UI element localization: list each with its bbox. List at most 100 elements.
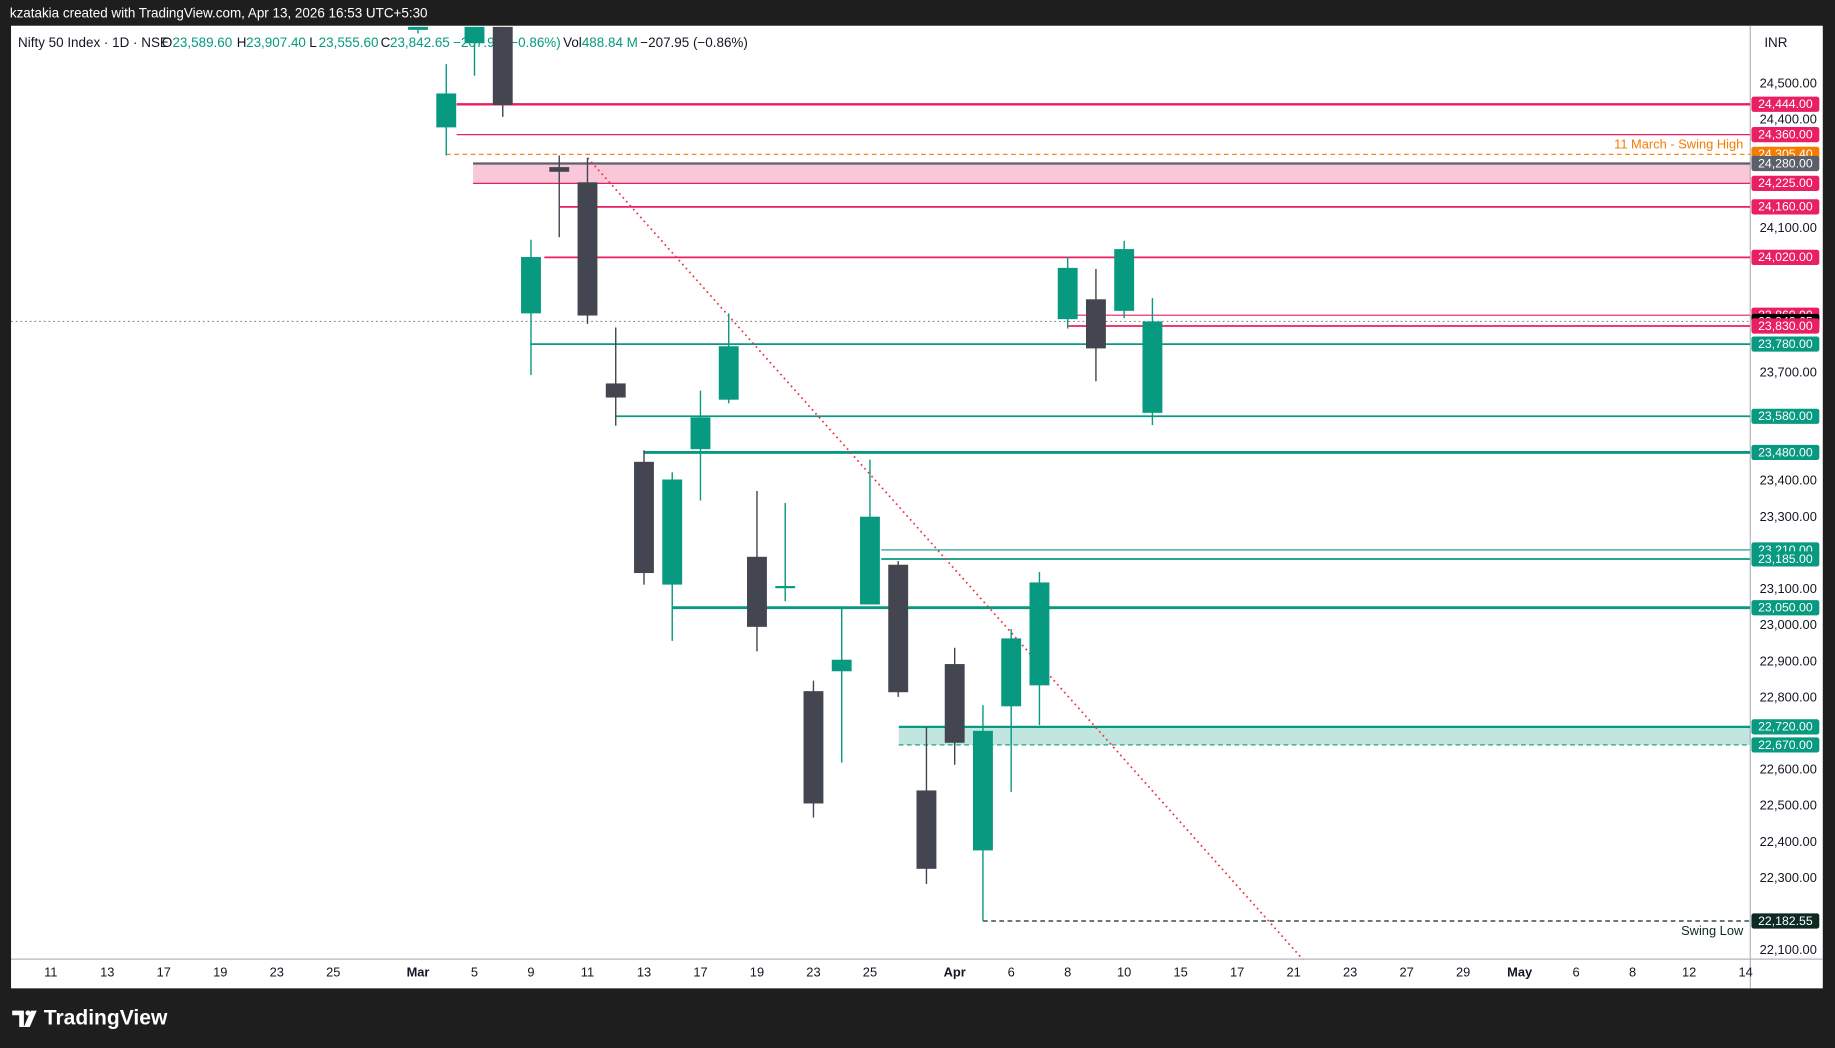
x-tick-label: 21: [1287, 965, 1301, 980]
x-tick-label: 13: [637, 965, 651, 980]
candle-body: [492, 26, 513, 105]
price-label: 24,444.00: [1758, 97, 1813, 111]
y-tick-label: 23,100.00: [1760, 581, 1817, 596]
price-label-box: [1751, 719, 1820, 735]
currency-label: INR: [1764, 35, 1787, 50]
candle-body: [944, 664, 965, 743]
candle-body: [1142, 321, 1163, 413]
x-tick-label: 17: [157, 965, 171, 980]
candle-body: [521, 257, 541, 314]
price-label: 23,480.00: [1758, 445, 1813, 459]
x-tick-label: 19: [750, 965, 764, 980]
price-label: 24,280.00: [1758, 156, 1813, 170]
price-label-box: [1751, 600, 1820, 616]
legend-item: 23,907.40: [246, 35, 306, 50]
y-tick-label: 22,800.00: [1760, 689, 1817, 704]
candle-body: [775, 586, 796, 589]
zone: [898, 726, 1751, 745]
price-label-box: [1751, 175, 1820, 191]
y-tick-label: 23,400.00: [1760, 473, 1817, 488]
x-tick-label: 19: [213, 965, 227, 980]
y-tick-label: 24,500.00: [1760, 75, 1817, 90]
price-label: 22,182.55: [1758, 914, 1813, 928]
price-label-box: [1751, 318, 1820, 334]
price-label-box: [1751, 155, 1820, 172]
price-label-box: [1751, 737, 1820, 753]
x-tick-label: 23: [806, 965, 820, 980]
y-tick-label: 22,900.00: [1760, 653, 1817, 668]
annotation: Swing Low: [1681, 923, 1744, 938]
candle-body: [662, 479, 683, 585]
brand-text: TradingView: [44, 1006, 168, 1029]
x-tick-label: 6: [1008, 965, 1015, 980]
brand-logo: [12, 1010, 37, 1027]
price-label: 24,160.00: [1758, 200, 1813, 214]
x-tick-label: 9: [527, 965, 534, 980]
price-label-box: [1751, 249, 1820, 266]
candle-body: [1114, 249, 1135, 311]
x-tick-label: 27: [1399, 965, 1413, 980]
symbol-title: Nifty 50 Index · 1D · NSE: [18, 35, 169, 50]
y-tick-label: 23,700.00: [1760, 364, 1817, 379]
y-tick-label: 22,400.00: [1760, 834, 1817, 849]
x-tick-label: 23: [270, 965, 284, 980]
y-tick-label: 22,300.00: [1760, 870, 1817, 885]
candle-body: [634, 461, 654, 574]
x-tick-label: 8: [1629, 965, 1636, 980]
x-tick-label: Apr: [944, 965, 966, 980]
candle-body: [605, 383, 626, 398]
y-tick-label: 24,400.00: [1760, 112, 1817, 127]
legend-item: Vol: [563, 35, 582, 50]
x-tick-label: 14: [1738, 965, 1752, 980]
candle-body: [860, 516, 880, 605]
candle-body: [831, 659, 852, 672]
candle-body: [1029, 582, 1050, 686]
legend-item: −207.95 (−0.86%): [640, 35, 748, 50]
x-tick-label: 11: [44, 965, 57, 980]
x-tick-label: 5: [471, 965, 478, 980]
y-tick-label: 22,100.00: [1760, 942, 1817, 957]
price-label: 23,580.00: [1758, 409, 1813, 423]
legend-item: O: [162, 35, 172, 50]
candle-body: [1057, 267, 1078, 320]
price-label-box: [1751, 408, 1820, 424]
y-tick-label: 22,600.00: [1760, 762, 1817, 777]
annotation: 11 March - Swing High: [1614, 136, 1743, 151]
legend-item: 23,589.60: [172, 35, 232, 50]
price-label-box: [1751, 96, 1820, 112]
x-tick-label: 29: [1456, 965, 1470, 980]
price-label: 23,050.00: [1758, 601, 1813, 615]
price-label-box: [1751, 913, 1820, 929]
x-tick-label: 10: [1117, 965, 1131, 980]
x-tick-label: 11: [581, 965, 594, 980]
zone: [473, 163, 1751, 184]
x-tick-label: 6: [1573, 965, 1580, 980]
candle-body: [1085, 299, 1106, 349]
legend-item: L: [309, 35, 317, 50]
candle-body: [464, 26, 485, 44]
price-label-box: [1751, 199, 1820, 215]
candle-body: [888, 564, 909, 693]
price-label: 23,830.00: [1758, 319, 1813, 333]
y-tick-label: 24,100.00: [1760, 220, 1817, 235]
candle-body: [690, 417, 711, 450]
x-tick-label: 17: [693, 965, 707, 980]
price-label: 22,720.00: [1758, 720, 1813, 734]
x-tick-label: Mar: [407, 965, 430, 980]
candle-body: [408, 26, 428, 30]
candle-body: [747, 556, 767, 627]
candle-body: [803, 691, 824, 804]
candle-body: [972, 730, 993, 851]
legend-item: 23,842.65: [390, 35, 450, 50]
price-label-box: [1751, 444, 1820, 461]
legend-item: H: [237, 35, 247, 50]
price-label: 24,020.00: [1758, 250, 1813, 264]
y-tick-label: 22,500.00: [1760, 798, 1817, 813]
x-tick-label: 23: [1343, 965, 1357, 980]
x-tick-label: 25: [326, 965, 340, 980]
candle-body: [577, 182, 598, 316]
price-label: 23,780.00: [1758, 337, 1813, 351]
price-label: 24,360.00: [1758, 127, 1813, 141]
